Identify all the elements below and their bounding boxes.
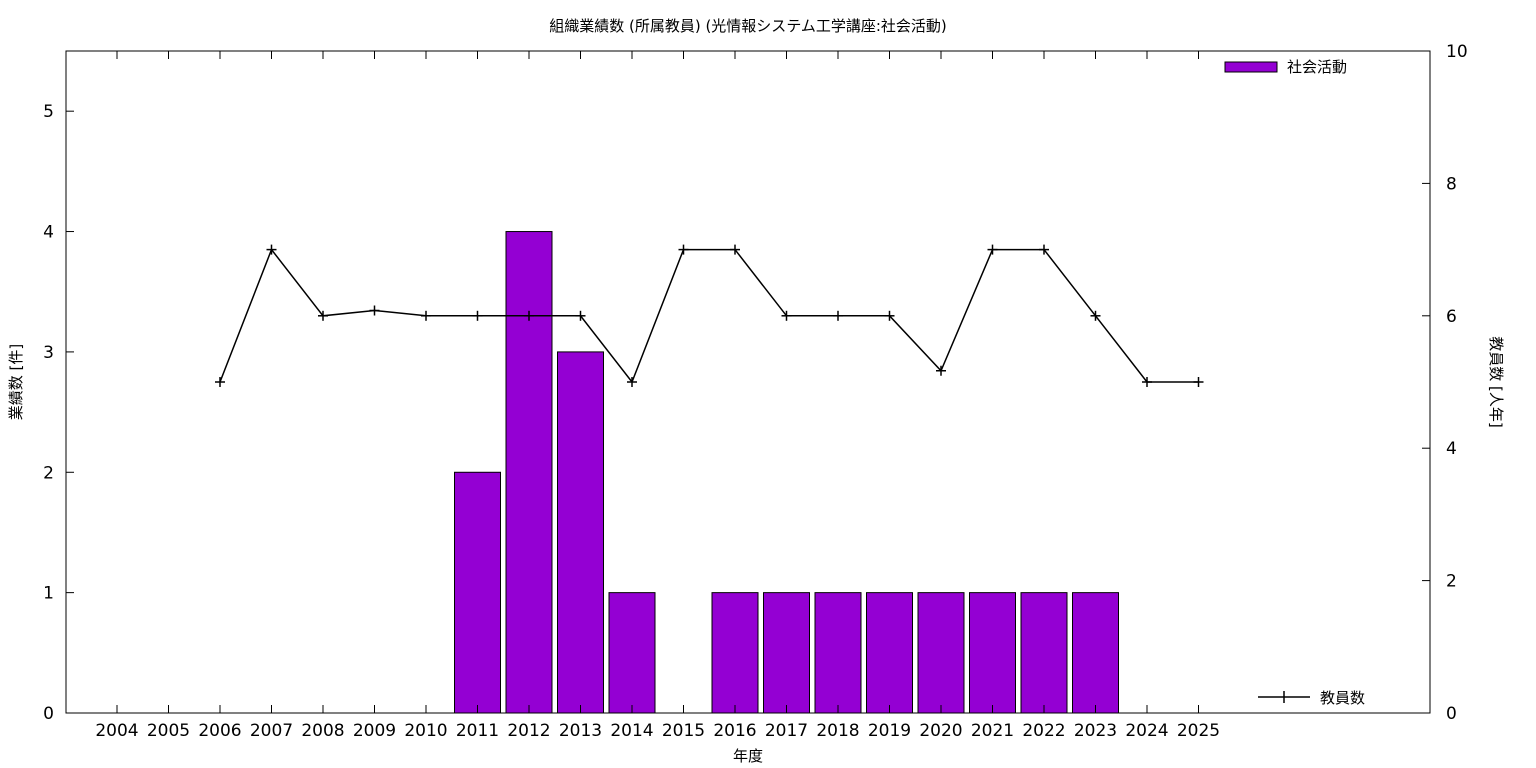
bar-2020 [917,592,965,714]
y-tick-label: 0 [43,704,54,724]
line-path [219,248,1199,384]
y2-tick-label: 6 [1446,307,1457,327]
y-axis-label: 業績数 [件] [7,344,25,420]
y-tick-label: 5 [43,102,54,122]
bar-2013 [557,351,604,714]
bar-2016 [711,592,759,714]
line-series [215,244,1204,387]
x-tick-label: 2014 [610,721,653,741]
legend-line: 教員数 [1258,689,1365,707]
y2-axis-label: 教員数 [人年] [1487,336,1505,427]
bar-2022 [1020,592,1068,714]
x-tick-label: 2012 [507,721,550,741]
x-axis: 2004 2005 2006 2007 2008 2009 2010 2011 2012 2013… [95,51,1220,741]
bar-2014 [608,592,656,714]
bar-2023 [1072,592,1119,714]
x-tick-label: 2021 [971,721,1014,741]
x-tick-label: 2013 [559,721,602,741]
y-tick-label: 2 [43,463,54,483]
y2-tick-label: 0 [1446,704,1457,724]
bar-2017 [763,592,810,714]
x-tick-label: 2020 [919,721,962,741]
y2-tick-label: 8 [1446,174,1457,194]
x-tick-label: 2015 [662,721,705,741]
line-point-2022 [1039,244,1049,255]
y-tick-label: 3 [43,343,54,363]
line-point-2016 [730,244,740,255]
y-axis-right: 0 2 4 6 8 10 [1422,42,1468,724]
line-point-2007 [266,244,277,255]
x-tick-label: 2016 [713,721,756,741]
line-point-2025 [1193,377,1204,387]
x-tick-label: 2006 [198,721,241,741]
legend-bar-label: 社会活動 [1287,58,1347,76]
x-tick-label: 2017 [765,721,808,741]
line-point-2010 [421,310,431,321]
legend-bar: 社会活動 [1224,58,1347,76]
y2-tick-label: 2 [1446,572,1457,592]
x-tick-label: 2005 [147,721,190,741]
plot-frame [65,50,1431,714]
x-tick-label: 2004 [95,721,138,741]
line-point-2012 [524,310,534,321]
line-point-2014 [627,377,637,387]
x-tick-label: 2010 [404,721,447,741]
x-tick-label: 2007 [250,721,293,741]
bar-2019 [866,592,913,714]
line-point-2015 [678,244,689,255]
line-point-2018 [833,310,843,321]
bar-2021 [969,592,1016,714]
x-tick-label: 2023 [1074,721,1117,741]
x-tick-label: 2022 [1022,721,1065,741]
x-axis-label: 年度 [733,747,763,765]
legend-bar-swatch [1224,61,1278,73]
line-point-2019 [884,310,895,321]
line-point-2017 [781,310,792,321]
y2-tick-label: 4 [1446,439,1457,459]
x-tick-label: 2008 [301,721,344,741]
line-point-2009 [369,305,380,316]
y2-tick-label: 10 [1446,42,1468,62]
x-tick-label: 2019 [868,721,911,741]
chart-title: 組織業績数 (所属教員) (光情報システム工学講座:社会活動) [549,17,947,35]
line-point-2008 [318,310,328,321]
x-tick-label: 2009 [353,721,396,741]
line-point-2021 [987,244,998,255]
y-tick-label: 1 [43,584,54,604]
legend-line-label: 教員数 [1320,689,1365,707]
x-tick-label: 2018 [816,721,859,741]
x-tick-label: 2011 [456,721,499,741]
line-point-2023 [1090,310,1101,321]
line-point-2011 [472,310,483,321]
line-point-2024 [1142,377,1152,387]
x-tick-label: 2025 [1177,721,1220,741]
y-axis-left: 0 1 2 3 4 5 [43,102,74,724]
y-tick-label: 4 [43,223,54,243]
line-point-2020 [936,365,946,376]
bar-2018 [814,592,862,714]
bar-2011 [454,471,501,714]
x-tick-label: 2024 [1125,721,1168,741]
bar-series [454,231,1119,714]
bar-2012 [505,231,553,714]
line-point-2013 [575,310,586,321]
line-point-2006 [215,377,225,387]
